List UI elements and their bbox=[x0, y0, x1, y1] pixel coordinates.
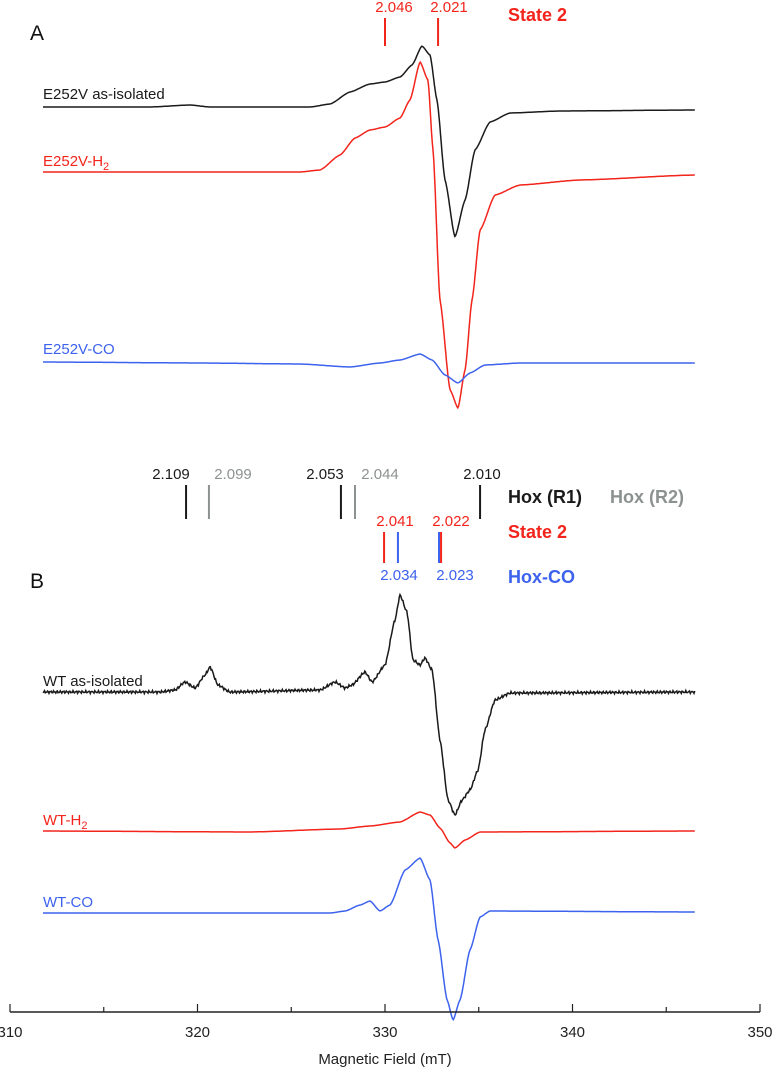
trace-label: E252V-CO bbox=[43, 341, 115, 358]
legend-entry: State 2 bbox=[508, 522, 567, 542]
trace-label: WT as-isolated bbox=[43, 673, 143, 690]
spectrum-trace bbox=[42, 592, 696, 816]
g-value-label: 2.023 bbox=[436, 567, 474, 584]
spectrum-trace bbox=[43, 811, 695, 849]
g-value-label: 2.021 bbox=[430, 0, 468, 16]
traces bbox=[42, 45, 696, 1022]
trace-label: WT-H2 bbox=[43, 812, 87, 832]
trace-labels: E252V as-isolated E252V-H2 E252V-CO A WT as-… bbox=[30, 22, 165, 911]
x-tick-label: 310 bbox=[0, 1024, 23, 1041]
spectrum-trace bbox=[43, 60, 695, 410]
g-value-label: 2.044 bbox=[361, 466, 399, 483]
legend-entry: Hox (R2) bbox=[610, 487, 684, 507]
g-value-label: 2.099 bbox=[214, 466, 252, 483]
g-value-label: 2.053 bbox=[306, 466, 344, 483]
spectrum-trace bbox=[43, 353, 695, 384]
g-value-label: 2.010 bbox=[463, 466, 501, 483]
g-value-markers: 2.046 2.021 2.109 2.099 2.053 2.044 2.010 2.041… bbox=[152, 0, 501, 584]
x-tick-label: 340 bbox=[560, 1024, 585, 1041]
x-tick-label: 350 bbox=[747, 1024, 772, 1041]
g-value-label: 2.041 bbox=[376, 513, 414, 530]
x-tick-label: 330 bbox=[372, 1024, 397, 1041]
trace-label: E252V as-isolated bbox=[43, 86, 165, 103]
x-tick-label: 320 bbox=[185, 1024, 210, 1041]
g-value-label: 2.109 bbox=[152, 466, 190, 483]
x-axis-label: Magnetic Field (mT) bbox=[318, 1051, 451, 1068]
spectrum-trace bbox=[43, 857, 695, 1022]
g-value-label: 2.034 bbox=[380, 567, 418, 584]
legends: State 2 Hox (R1) Hox (R2) State 2 Hox-CO bbox=[508, 5, 684, 587]
g-value-label: 2.022 bbox=[432, 513, 470, 530]
legend-entry: Hox-CO bbox=[508, 567, 575, 587]
spectrum-trace bbox=[43, 45, 695, 238]
legend-entry: Hox (R1) bbox=[508, 487, 582, 507]
legend-state2: State 2 bbox=[508, 5, 567, 25]
trace-label: E252V-H2 bbox=[43, 153, 109, 173]
panel-label: B bbox=[30, 570, 44, 593]
x-axis: 310 320 330 340 350 bbox=[0, 1004, 773, 1041]
g-value-label: 2.046 bbox=[375, 0, 413, 16]
panel-label: A bbox=[30, 22, 44, 45]
trace-label: WT-CO bbox=[43, 894, 93, 911]
